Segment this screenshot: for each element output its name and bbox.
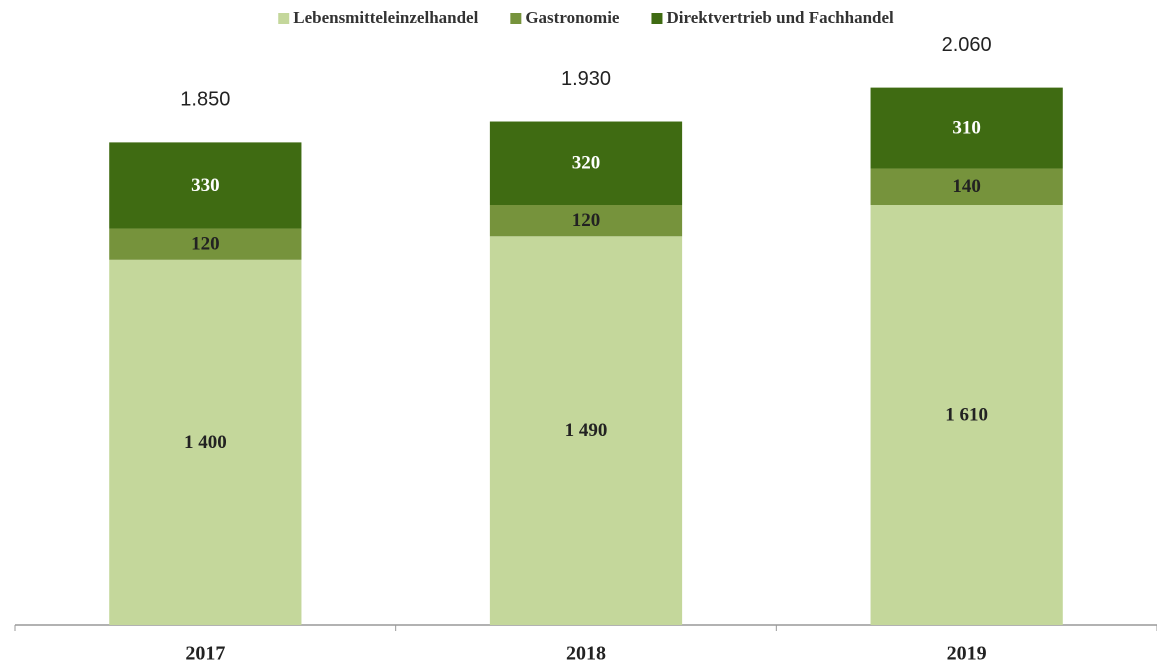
bar-segment xyxy=(489,121,683,205)
x-tick-label: 2017 xyxy=(185,643,225,664)
data-label: 120 xyxy=(572,210,601,231)
bar-segment xyxy=(109,259,302,625)
legend-label: Direktvertrieb und Fachhandel xyxy=(666,8,894,27)
bar-segment xyxy=(109,228,302,260)
data-label: 140 xyxy=(952,176,981,197)
x-tick-label: 2019 xyxy=(947,643,987,664)
legend-label: Gastronomie xyxy=(525,8,620,27)
legend-label: Lebensmitteleinzelhandel xyxy=(293,8,478,27)
data-label: 1 400 xyxy=(184,432,227,453)
data-label: 330 xyxy=(191,175,220,196)
bar-segment xyxy=(870,87,1063,169)
x-tick-label: 2018 xyxy=(566,643,606,664)
bar-segment xyxy=(489,236,683,625)
data-label: 120 xyxy=(191,233,220,254)
bar-segment xyxy=(489,205,683,237)
total-label: 1.930 xyxy=(561,68,611,90)
bar-segment xyxy=(870,168,1063,205)
data-label: 320 xyxy=(572,153,601,174)
data-label: 1 490 xyxy=(565,420,608,441)
legend-swatch xyxy=(651,13,663,24)
bar-segment xyxy=(109,142,302,229)
data-label: 1 610 xyxy=(945,404,988,425)
legend-swatch xyxy=(510,13,522,24)
legend-swatch xyxy=(278,13,290,24)
data-label: 310 xyxy=(952,117,981,138)
total-label: 2.060 xyxy=(942,34,992,56)
bar-segment xyxy=(870,205,1063,625)
legend: Lebensmitteleinzelhandel Gastronomie Direk… xyxy=(278,8,894,27)
total-label: 1.850 xyxy=(180,89,230,111)
